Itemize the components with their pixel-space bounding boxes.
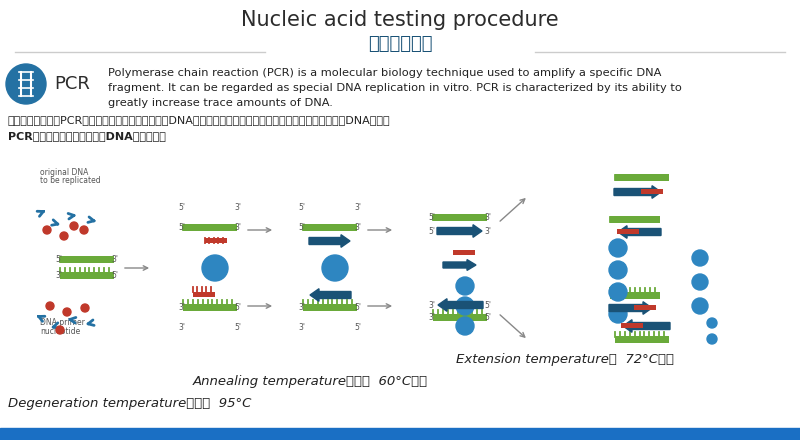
- Circle shape: [6, 64, 46, 104]
- Circle shape: [609, 261, 627, 279]
- FancyArrow shape: [437, 225, 482, 237]
- FancyArrow shape: [623, 320, 670, 332]
- Text: 聚合酶链式反应（PCR）是一种用于放大扩增特定的DNA片段的分子生物学技术，它可看作是生物体外的特殊DNA复制，: 聚合酶链式反应（PCR）是一种用于放大扩增特定的DNA片段的分子生物学技术，它可…: [8, 115, 390, 125]
- Bar: [183, 304, 237, 312]
- Text: Extension temperature：  72°C左右: Extension temperature： 72°C左右: [456, 353, 674, 367]
- Text: Nucleic acid testing procedure: Nucleic acid testing procedure: [241, 10, 559, 30]
- Bar: [205, 238, 227, 243]
- Text: 5': 5': [234, 323, 242, 333]
- Circle shape: [63, 308, 71, 316]
- Text: 3': 3': [55, 271, 62, 281]
- Circle shape: [692, 298, 708, 314]
- Bar: [621, 323, 643, 329]
- Circle shape: [609, 239, 627, 257]
- Text: 5': 5': [354, 323, 362, 333]
- Circle shape: [46, 302, 54, 310]
- Text: 5': 5': [111, 271, 118, 281]
- Bar: [303, 304, 357, 312]
- Bar: [303, 224, 357, 231]
- Circle shape: [456, 317, 474, 335]
- Bar: [641, 190, 663, 194]
- Text: 核酸检测流程: 核酸检测流程: [368, 35, 432, 53]
- Circle shape: [692, 250, 708, 266]
- Circle shape: [60, 232, 68, 240]
- Bar: [615, 175, 669, 181]
- Bar: [610, 293, 660, 300]
- Bar: [193, 293, 215, 297]
- FancyArrow shape: [618, 226, 661, 238]
- Circle shape: [707, 318, 717, 328]
- Text: original DNA: original DNA: [40, 168, 88, 177]
- Circle shape: [56, 326, 64, 334]
- Text: Degeneration temperature变性：  95°C: Degeneration temperature变性： 95°C: [8, 397, 251, 411]
- Text: 3': 3': [354, 224, 362, 232]
- Text: 3': 3': [178, 323, 186, 333]
- FancyArrow shape: [438, 299, 483, 311]
- Text: nucleotide: nucleotide: [40, 327, 80, 336]
- Text: 3': 3': [234, 224, 242, 232]
- Text: 3': 3': [234, 203, 242, 213]
- Text: 5': 5': [234, 304, 242, 312]
- Text: 3': 3': [354, 203, 362, 213]
- Text: 3': 3': [178, 304, 186, 312]
- Text: 5': 5': [178, 224, 186, 232]
- Text: PCR: PCR: [54, 75, 90, 93]
- Text: 3': 3': [298, 323, 306, 333]
- Circle shape: [80, 226, 88, 234]
- Text: 5': 5': [429, 213, 435, 223]
- Text: 3': 3': [298, 304, 306, 312]
- Text: Annealing temperature退火：  60°C左右: Annealing temperature退火： 60°C左右: [193, 375, 427, 389]
- Text: 3': 3': [429, 301, 435, 309]
- FancyArrow shape: [609, 302, 652, 314]
- Text: 5': 5': [178, 203, 186, 213]
- FancyArrow shape: [443, 260, 476, 271]
- Bar: [0, 428, 800, 440]
- Text: 5': 5': [55, 256, 62, 264]
- Bar: [617, 230, 639, 235]
- Text: Polymerase chain reaction (PCR) is a molecular biology technique used to amplify: Polymerase chain reaction (PCR) is a mol…: [108, 68, 662, 78]
- Text: to be replicated: to be replicated: [40, 176, 101, 185]
- Circle shape: [456, 277, 474, 295]
- Text: greatly increase trace amounts of DNA.: greatly increase trace amounts of DNA.: [108, 98, 333, 108]
- Bar: [183, 224, 237, 231]
- Circle shape: [456, 297, 474, 315]
- Bar: [615, 337, 669, 344]
- Circle shape: [707, 334, 717, 344]
- Circle shape: [202, 255, 228, 281]
- Text: fragment. It can be regarded as special DNA replication in vitro. PCR is charact: fragment. It can be regarded as special …: [108, 83, 682, 93]
- Bar: [60, 272, 114, 279]
- Text: 3': 3': [111, 256, 118, 264]
- Bar: [60, 257, 114, 264]
- Text: PCR的最大特点是能将微量的DNA大幅增加。: PCR的最大特点是能将微量的DNA大幅增加。: [8, 131, 166, 141]
- Circle shape: [43, 226, 51, 234]
- Bar: [634, 305, 656, 311]
- Text: 3': 3': [429, 313, 435, 323]
- Bar: [453, 250, 475, 256]
- Bar: [433, 315, 487, 322]
- FancyArrow shape: [310, 289, 351, 301]
- Circle shape: [322, 255, 348, 281]
- Bar: [610, 216, 660, 224]
- FancyArrow shape: [614, 186, 661, 198]
- Text: 5': 5': [429, 227, 435, 235]
- Text: 5': 5': [485, 301, 491, 309]
- Text: 5': 5': [485, 313, 491, 323]
- Text: DNA primer: DNA primer: [40, 318, 85, 327]
- Text: 5': 5': [354, 304, 362, 312]
- FancyArrow shape: [309, 235, 350, 247]
- Circle shape: [692, 274, 708, 290]
- Circle shape: [609, 305, 627, 323]
- Text: 5': 5': [298, 224, 306, 232]
- Text: 3': 3': [485, 213, 491, 223]
- Circle shape: [609, 283, 627, 301]
- Bar: [433, 214, 487, 221]
- Circle shape: [81, 304, 89, 312]
- Text: 3': 3': [485, 227, 491, 235]
- Text: 5': 5': [298, 203, 306, 213]
- Circle shape: [70, 222, 78, 230]
